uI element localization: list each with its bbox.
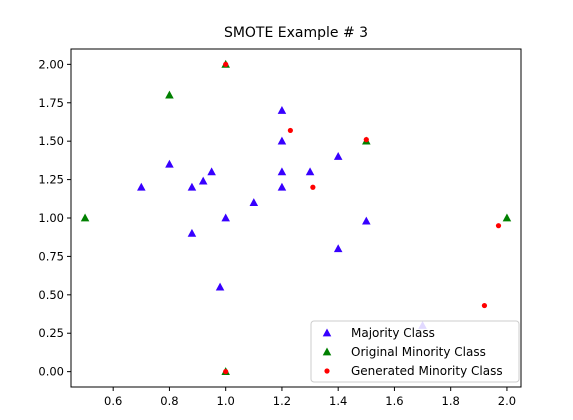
triangle-point	[305, 167, 315, 176]
y-tick-label: 2.00	[38, 57, 64, 71]
legend-marker	[322, 328, 332, 337]
y-tick-label: 0.75	[38, 249, 64, 263]
x-tick-label: 0.6	[104, 394, 122, 408]
triangle-point	[277, 182, 287, 191]
x-tick-label: 1.6	[385, 394, 403, 408]
legend-marker	[324, 368, 330, 374]
circle-point	[495, 223, 502, 229]
triangle-point	[333, 152, 343, 160]
triangle-point	[165, 90, 174, 99]
legend-marker	[322, 347, 332, 356]
triangle-point	[187, 228, 197, 237]
x-tick-label: 1.0	[217, 394, 235, 408]
triangle-point	[80, 213, 90, 222]
series-majority-class	[137, 105, 427, 329]
legend-label: Majority Class	[351, 326, 435, 340]
circle-point	[481, 302, 488, 309]
circle-point	[223, 369, 229, 375]
y-tick-label: 0.00	[38, 365, 64, 379]
axes: 0.6 0.8 1.0 1.2 1.4 1.6 1.8 2.0 0.00 0.25 0.50 0.75…	[38, 48, 522, 408]
series-generated-minority-class	[223, 61, 502, 375]
triangle-point	[362, 216, 371, 225]
triangle-point	[249, 198, 259, 207]
triangle-point	[207, 167, 216, 176]
x-tick-label: 1.2	[273, 394, 291, 408]
y-tick-label: 1.00	[38, 211, 64, 225]
chart-title: SMOTE Example # 3	[224, 25, 368, 41]
triangle-point	[277, 167, 287, 176]
triangle-point	[137, 182, 146, 191]
circle-point	[363, 137, 369, 143]
y-tick-label: 1.50	[38, 134, 64, 148]
circle-point	[310, 184, 316, 190]
triangle-point	[165, 159, 174, 168]
triangle-point	[221, 213, 230, 222]
x-tick-label: 1.4	[329, 394, 347, 408]
legend-label: Original Minority Class	[351, 345, 486, 359]
triangle-point	[277, 105, 287, 114]
y-tick-label: 0.25	[38, 326, 64, 340]
x-tick-label: 1.8	[442, 394, 460, 408]
legend-box	[310, 320, 520, 383]
y-tick-label: 0.50	[38, 288, 64, 302]
legend-label: Generated Minority Class	[351, 364, 503, 378]
triangle-point	[502, 213, 512, 222]
triangle-point	[277, 136, 287, 145]
legend: Majority Class Original Minority Class Gen…	[310, 320, 520, 383]
x-tick-label: 2.0	[498, 394, 516, 408]
triangle-point	[215, 282, 225, 291]
circle-point	[287, 127, 293, 134]
triangle-point	[333, 244, 343, 253]
circle-point	[223, 61, 229, 67]
y-tick-label: 1.75	[38, 96, 64, 110]
triangle-point	[187, 182, 197, 191]
y-tick-label: 1.25	[38, 173, 64, 187]
x-tick-label: 0.8	[160, 394, 178, 408]
triangle-point	[198, 176, 208, 185]
